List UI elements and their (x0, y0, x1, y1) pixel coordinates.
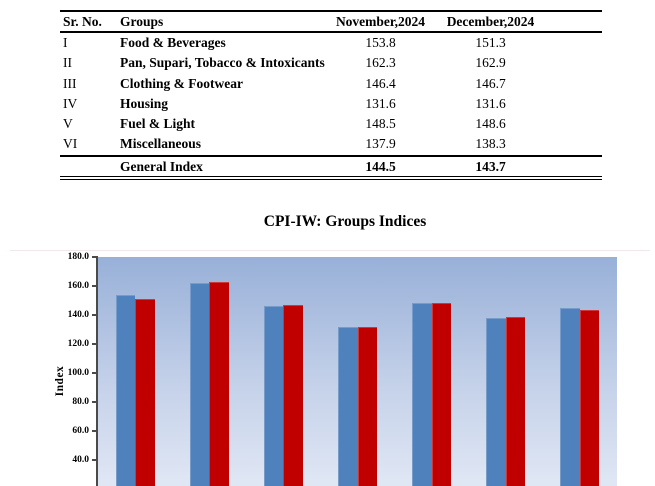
y-tick-mark (91, 343, 97, 345)
bar-december-cat5 (431, 302, 452, 486)
table-row: V Fuel & Light 148.5 148.6 (60, 114, 602, 134)
bar-december-cat2 (209, 281, 229, 486)
col-header-sr-no: Sr. No. (63, 14, 102, 29)
cpi-groups-table: Sr. No. Groups November,2024 December,20… (60, 10, 602, 181)
cell-november-value: 137.9 (365, 136, 396, 152)
y-axis-line (96, 256, 98, 486)
plot-area (98, 257, 617, 486)
bar-november-cat3 (263, 305, 284, 486)
y-tick-label: 40.0 (72, 454, 89, 465)
col-header-november: November,2024 (335, 14, 426, 29)
bar-november-cat2 (189, 282, 210, 486)
cell-december-value: 146.7 (475, 75, 506, 91)
cell-sr-no: V (63, 116, 73, 132)
col-header-groups: Groups (120, 14, 164, 29)
footer-cell-december: 143.7 (475, 158, 506, 174)
y-tick-mark (91, 285, 97, 287)
y-tick-label: 60.0 (72, 425, 89, 436)
table-row: II Pan, Supari, Tobacco & Intoxicants 162.… (60, 53, 602, 73)
y-tick-label: 120.0 (67, 338, 89, 349)
bar-december-cat6 (505, 317, 526, 486)
footer-cell-general-index: General Index (120, 158, 203, 174)
chart-title: CPI-IW: Groups Indices (263, 213, 427, 230)
table-footer-row: General Index 144.5 143.7 (60, 154, 602, 177)
y-tick-label: 140.0 (67, 309, 89, 320)
table-row: I Food & Beverages 153.8 151.3 (60, 33, 602, 53)
y-tick-label: 160.0 (67, 280, 89, 291)
cell-december-value: 148.6 (475, 116, 506, 132)
bar-december-cat4 (357, 327, 377, 486)
table-rows: I Food & Beverages 153.8 151.3 II Pan, Supari… (60, 33, 602, 155)
y-tick-mark (91, 430, 97, 432)
cell-november-value: 153.8 (365, 35, 396, 50)
cell-november-value: 146.4 (365, 75, 396, 91)
cell-sr-no: I (63, 35, 68, 50)
y-tick-mark (91, 459, 97, 461)
bar-november-cat5 (412, 302, 432, 486)
footer-cell-november: 144.5 (365, 158, 396, 174)
bar-december-cat1 (135, 298, 155, 486)
bar-november-cat6 (486, 318, 506, 486)
cell-december-value: 138.3 (475, 136, 506, 152)
y-tick-mark (91, 314, 97, 316)
y-tick-mark (91, 401, 97, 403)
bar-november-cat1 (115, 295, 136, 486)
cell-group-name: Food & Beverages (120, 35, 226, 50)
table-row: VI Miscellaneous 137.9 138.3 (60, 134, 602, 154)
bar-december-cat7 (579, 309, 600, 486)
bar-november-cat7 (560, 308, 580, 486)
bar-november-cat4 (338, 327, 358, 486)
footer-cell-sr (60, 157, 120, 177)
cell-november-value: 162.3 (365, 55, 396, 71)
y-tick-label: 180.0 (67, 251, 89, 262)
y-tick-label: 100.0 (67, 367, 89, 378)
cell-group-name: Miscellaneous (120, 136, 201, 152)
chart-box (10, 250, 650, 486)
cell-group-name: Housing (120, 95, 169, 111)
cell-december-value: 151.3 (475, 35, 506, 50)
cell-sr-no: III (63, 75, 77, 91)
cell-group-name: Pan, Supari, Tobacco & Intoxicants (120, 55, 325, 71)
cell-november-value: 148.5 (365, 116, 396, 132)
y-tick-mark (91, 372, 97, 374)
y-tick-mark (91, 256, 97, 258)
cell-november-value: 131.6 (365, 95, 396, 111)
col-header-december: December,2024 (446, 14, 535, 29)
bar-december-cat3 (283, 305, 303, 486)
cell-group-name: Clothing & Footwear (120, 75, 243, 91)
cell-sr-no: II (63, 55, 72, 71)
table-bottom-double-rule (60, 176, 602, 181)
cell-sr-no: IV (63, 95, 78, 111)
y-tick-label: 80.0 (72, 396, 89, 407)
table-row: IV Housing 131.6 131.6 (60, 94, 602, 114)
cell-sr-no: VI (63, 136, 78, 152)
table-row: III Clothing & Footwear 146.4 146.7 (60, 74, 602, 94)
cell-group-name: Fuel & Light (120, 116, 196, 132)
cell-december-value: 131.6 (475, 95, 506, 111)
table-header-row: Sr. No. Groups November,2024 December,20… (60, 10, 602, 33)
cell-december-value: 162.9 (475, 55, 506, 71)
